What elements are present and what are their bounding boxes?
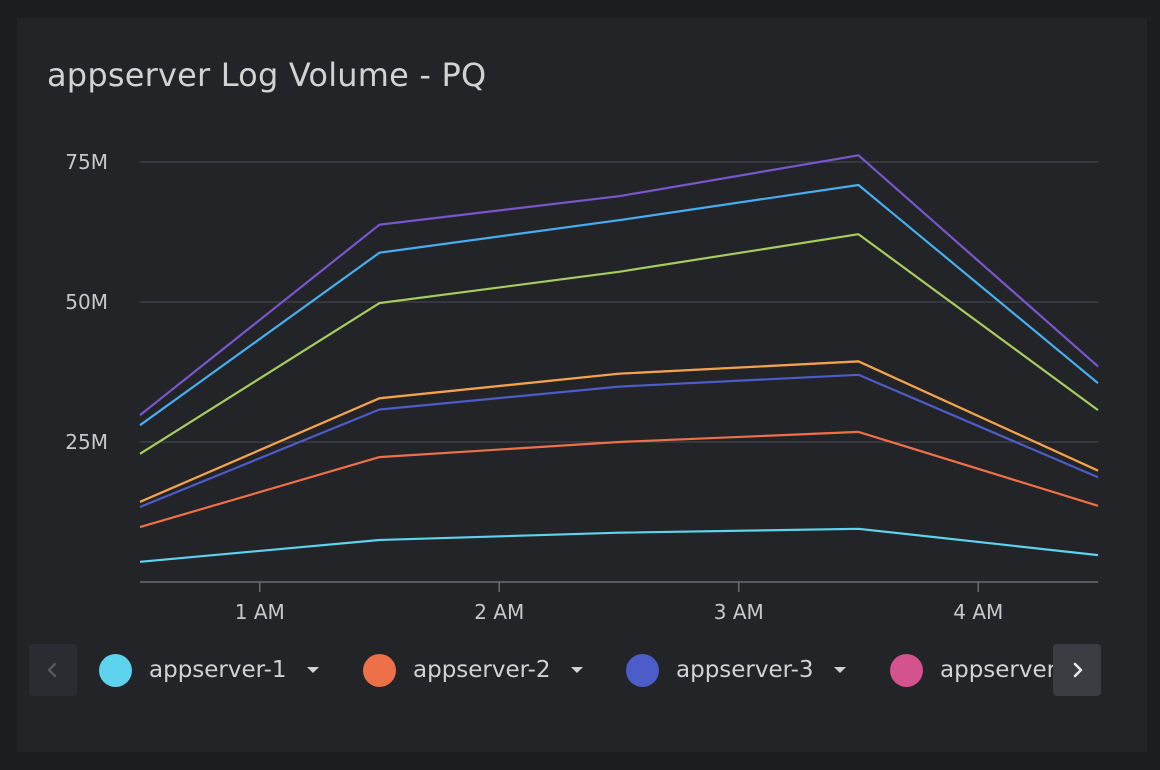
x-tick-label: 2 AM [474,600,524,624]
x-tick-label: 3 AM [714,600,764,624]
legend-item-appserver-1[interactable]: appserver-1 [99,644,321,696]
caret-down-icon[interactable] [832,662,848,678]
x-tick-label: 1 AM [235,600,285,624]
y-tick-label: 75M [65,150,108,174]
legend-label: appserver-1 [149,657,287,683]
caret-down-icon[interactable] [305,662,321,678]
legend-label: appserver-2 [413,657,551,683]
series-line-appserver-2 [139,430,1099,529]
chart-panel: appserver Log Volume - PQ [17,18,1147,752]
line-chart: 25M 50M 75M 1 AM 2 AM 3 AM 4 AM [65,150,1099,624]
legend-next-button[interactable] [1053,644,1101,696]
legend-swatch [890,653,923,687]
y-tick-label: 25M [65,430,108,454]
series-line-appserver-4 [139,360,1099,503]
legend-item-appserver-2[interactable]: appserver-2 [363,644,585,696]
series-line-appserver-3 [139,373,1099,509]
caret-down-icon[interactable] [569,662,585,678]
x-tick-label: 4 AM [953,600,1003,624]
legend: appserver-1 appserver-2 appserver-3 appserv… [29,644,1101,696]
legend-item-appserver-3[interactable]: appserver-3 [626,644,848,696]
legend-label: appserver-3 [676,657,814,683]
chevron-right-icon [1073,662,1083,678]
legend-items: appserver-1 appserver-2 appserver-3 appserv… [99,644,1053,696]
y-tick-label: 50M [65,290,108,314]
legend-swatch [626,653,659,687]
series-line-appserver-1 [139,527,1099,563]
legend-swatch [363,653,396,687]
series-line-appserver-8 [139,154,1099,416]
legend-item-appserver-4[interactable]: appserver-4 [890,644,1053,696]
chart-title: appserver Log Volume - PQ [47,56,487,94]
series-line-appserver-6 [139,233,1099,455]
legend-label: appserver-4 [940,657,1053,683]
legend-swatch [99,653,132,687]
series-line-appserver-5 [139,360,1099,503]
legend-prev-button[interactable] [29,644,77,696]
series-line-appserver-7 [139,183,1099,427]
chevron-left-icon [47,662,57,678]
